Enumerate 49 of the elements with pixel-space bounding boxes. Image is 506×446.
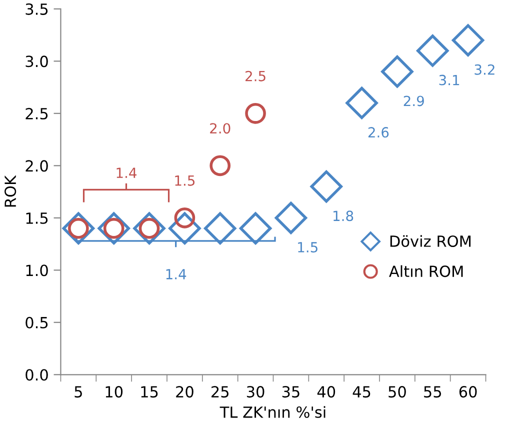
y-tick-label: 3.0	[26, 56, 48, 68]
point	[62, 212, 95, 244]
legend-label: Altın ROM	[389, 265, 463, 278]
point	[416, 34, 449, 67]
point	[133, 212, 166, 244]
x-tick-label: 35	[282, 386, 300, 398]
y-tick-label: 3.5	[26, 3, 48, 15]
x-tick-label: 30	[246, 386, 264, 398]
data-label: 1.8	[334, 210, 354, 222]
point	[310, 170, 342, 203]
y-tick-label: 0.5	[26, 316, 48, 328]
point	[452, 24, 484, 56]
y-axis-title: ROK	[4, 175, 16, 207]
point	[381, 55, 414, 88]
x-tick-label: 15	[141, 386, 158, 398]
data-label: 2.6	[368, 127, 389, 138]
data-label: 3.1	[439, 74, 460, 86]
data-label: 2.0	[210, 123, 230, 134]
x-tick-label: 45	[352, 386, 370, 398]
point	[168, 212, 201, 244]
data-label: 1.5	[298, 242, 318, 252]
x-tick-label: 10	[106, 386, 123, 398]
annotation: 1.4	[166, 269, 186, 280]
data-label: 2.9	[404, 96, 424, 106]
x-tick-label: 55	[424, 386, 442, 398]
data-label: 3.2	[474, 64, 494, 75]
y-tick-label: 0.0	[26, 369, 48, 381]
legend-label: Döviz ROM	[390, 235, 471, 248]
data-label: 1.5	[175, 176, 195, 186]
x-tick-label: 60	[459, 386, 477, 398]
y-tick-label: 1.0	[26, 264, 48, 276]
point	[274, 202, 308, 234]
point	[245, 102, 266, 124]
y-tick-label: 1.5	[26, 212, 48, 224]
point	[346, 86, 378, 120]
x-axis-title: TL ZK'nın %'si	[220, 406, 326, 418]
x-tick-label: 50	[388, 386, 406, 398]
point	[239, 212, 272, 244]
annotation: 1.4	[116, 168, 137, 178]
point	[204, 212, 236, 244]
x-tick-label: 5	[74, 386, 82, 398]
x-tick-label: 40	[317, 386, 336, 398]
point	[98, 212, 130, 244]
point	[210, 155, 231, 176]
y-tick-label: 2.0	[26, 160, 48, 172]
x-tick-label: 25	[212, 386, 228, 398]
data-label: 2.5	[246, 70, 266, 82]
y-tick-label: 2.5	[26, 108, 48, 120]
x-tick-label: 20	[176, 386, 194, 398]
